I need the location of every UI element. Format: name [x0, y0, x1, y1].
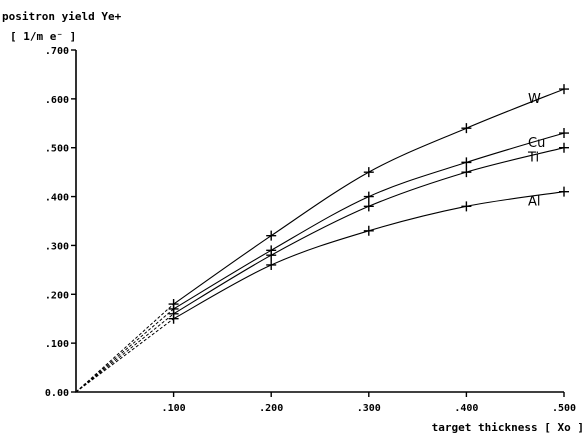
y-tick-label: .400: [45, 193, 69, 204]
series-ti-point: [364, 201, 374, 211]
series-al-extrapolation: [76, 319, 174, 392]
series-w-point: [266, 231, 276, 241]
y-tick-label: .300: [45, 241, 69, 252]
series-ti-extrapolation: [76, 314, 174, 392]
series-cu-extrapolation: [76, 309, 174, 392]
y-tick-label: 0.00: [45, 388, 69, 399]
series-curves: [76, 89, 564, 392]
series-ti-label: Ti: [527, 151, 539, 166]
series-al-point: [559, 187, 569, 197]
data-markers: [169, 84, 569, 324]
series-cu-point: [461, 157, 471, 167]
y-tick-label: .700: [45, 46, 69, 57]
x-tick-label: .400: [454, 403, 478, 414]
x-tick-label: .300: [357, 403, 381, 414]
series-w-extrapolation: [76, 304, 174, 392]
x-tick-label: .500: [552, 403, 576, 414]
series-w-point: [461, 123, 471, 133]
series-cu-point: [559, 128, 569, 138]
axes: 0.00 .100 .200 .300 .400 .500 .600 .700 .100 .200…: [45, 46, 576, 414]
y-tick-label: .100: [45, 339, 69, 350]
series-w-point: [559, 84, 569, 94]
series-al-point: [169, 314, 179, 324]
series-cu-line: [174, 133, 564, 309]
x-tick-label: .100: [162, 403, 186, 414]
series-al-point: [364, 226, 374, 236]
series-ti-point: [461, 167, 471, 177]
series-al-label: Al: [528, 195, 541, 210]
axis-lines: [76, 50, 564, 392]
series-cu-label: Cu: [528, 136, 545, 151]
series-w-label: W: [528, 92, 541, 107]
y-tick-label: .500: [45, 144, 69, 155]
series-cu-point: [364, 192, 374, 202]
series-al-point: [461, 201, 471, 211]
series-ti-point: [559, 143, 569, 153]
x-axis-label: target thickness [ Xo ]: [432, 421, 584, 434]
y-tick-label: .600: [45, 95, 69, 106]
x-tick-label: .200: [259, 403, 283, 414]
y-axis-label-line2: [ 1/m e⁻ ]: [10, 30, 76, 43]
series-al-point: [266, 260, 276, 270]
y-axis-label-line1: positron yield Ye+: [2, 10, 122, 23]
y-tick-label: .200: [45, 290, 69, 301]
series-w-point: [364, 167, 374, 177]
